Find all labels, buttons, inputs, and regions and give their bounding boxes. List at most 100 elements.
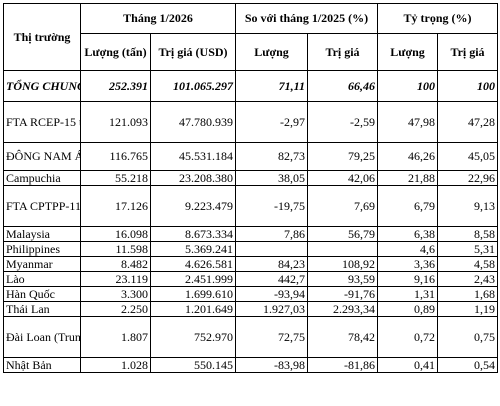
value-cell: 1.201.649 (150, 301, 236, 317)
vol-change-cell: -2,97 (235, 101, 308, 143)
table-row: Philippines 11.598 5.369.241 4,6 5,31 (3, 241, 499, 257)
table-row: FTA CPTPP-11 thị trường 17.126 9.223.479… (3, 185, 499, 227)
table-row: Thái Lan 2.250 1.201.649 1.927,03 2.293,… (3, 301, 499, 317)
volume-cell: 23.119 (80, 271, 151, 287)
volume-cell: 16.098 (80, 226, 151, 242)
share-header: Tỷ trọng (%) (377, 3, 499, 34)
market-cell: Philippines (3, 241, 81, 257)
vol-share-cell: 46,26 (377, 142, 439, 171)
vol-share-cell: 0,72 (377, 316, 439, 358)
total-val-share: 100 (437, 70, 499, 102)
volume-cell: 8.482 (80, 256, 151, 272)
value-cell: 45.531.184 (150, 142, 236, 171)
vol-change-cell: 7,86 (235, 226, 308, 242)
vol-change-cell: -19,75 (235, 185, 308, 227)
val-share-cell: 2,43 (437, 271, 499, 287)
value-cell: 550.145 (150, 357, 236, 373)
vol-share-cell: 6,38 (377, 226, 439, 242)
val-change-cell: 108,92 (306, 256, 379, 272)
market-cell: FTA RCEP-15 thị trường (3, 101, 81, 143)
val-change-cell: 78,42 (306, 316, 379, 358)
table-row: FTA RCEP-15 thị trường 121.093 47.780.93… (3, 101, 499, 143)
total-vol-share: 100 (377, 70, 439, 102)
table-row: Đài Loan (Trung Quốc) 1.807 752.970 72,7… (3, 316, 499, 358)
value-cell: 5.369.241 (150, 241, 236, 257)
value-cell: 2.451.999 (150, 271, 236, 287)
total-val-change: 66,46 (306, 70, 379, 102)
table-row: ĐÔNG NAM Á 116.765 45.531.184 82,73 79,2… (3, 142, 499, 171)
value-cell: 47.780.939 (150, 101, 236, 143)
vol-change-cell (235, 241, 308, 257)
month-header: Tháng 1/2026 (80, 3, 236, 34)
header-row-top: Thị trường Tháng 1/2026 So với tháng 1/2… (3, 3, 499, 71)
compare-header: So với tháng 1/2025 (%) (234, 3, 379, 34)
table-row: Campuchia 55.218 23.208.380 38,05 42,06 … (3, 170, 499, 186)
val-change-cell: 2.293,34 (306, 301, 379, 317)
vol-share-cell: 1,31 (377, 286, 439, 302)
vol-change-cell: -93,94 (235, 286, 308, 302)
vol-share-cell: 6,79 (377, 185, 439, 227)
value-cell: 1.699.610 (150, 286, 236, 302)
table-row: Malaysia 16.098 8.673.334 7,86 56,79 6,3… (3, 226, 499, 242)
volume-cell: 1.807 (80, 316, 151, 358)
market-cell: Thái Lan (3, 301, 81, 317)
market-header: Thị trường (3, 3, 81, 71)
table-row: Myanmar 8.482 4.626.581 84,23 108,92 3,3… (3, 256, 499, 272)
total-row: TỔNG CHUNG 252.391 101.065.297 71,11 66,… (3, 70, 499, 102)
val-share-cell: 4,58 (437, 256, 499, 272)
vol-share-cell: 21,88 (377, 170, 439, 186)
value-header: Trị giá (USD) (150, 33, 236, 71)
val-share-cell: 1,19 (437, 301, 499, 317)
val-share-cell: 0,54 (437, 357, 499, 373)
vol-change-cell: 442,7 (235, 271, 308, 287)
vol-share-cell: 0,89 (377, 301, 439, 317)
market-cell: Hàn Quốc (3, 286, 81, 302)
val-share-cell: 22,96 (437, 170, 499, 186)
value-cell: 23.208.380 (150, 170, 236, 186)
total-volume: 252.391 (80, 70, 151, 102)
vol-share-cell: 9,16 (377, 271, 439, 287)
vol-change-cell: -83,98 (235, 357, 308, 373)
vol-share-cell: 4,6 (377, 241, 439, 257)
market-cell: FTA CPTPP-11 thị trường (3, 185, 81, 227)
val-change-cell (306, 241, 379, 257)
val-change-cell: 56,79 (306, 226, 379, 242)
volume-header: Lượng (tấn) (80, 33, 151, 71)
trade-table: Thị trường Tháng 1/2026 So với tháng 1/2… (3, 3, 499, 373)
vol-change-cell: 38,05 (235, 170, 308, 186)
vol-change-cell: 1.927,03 (235, 301, 308, 317)
volume-cell: 2.250 (80, 301, 151, 317)
value-cell: 752.970 (150, 316, 236, 358)
market-cell: Lào (3, 271, 81, 287)
vol-change-header: Lượng (235, 33, 308, 71)
value-cell: 8.673.334 (150, 226, 236, 242)
value-cell: 9.223.479 (150, 185, 236, 227)
volume-cell: 17.126 (80, 185, 151, 227)
volume-cell: 11.598 (80, 241, 151, 257)
val-share-cell: 9,13 (437, 185, 499, 227)
market-cell: Nhật Bản (3, 357, 81, 373)
header-row-sub: Lượng (tấn) Trị giá (USD) Lượng Trị giá … (4, 33, 499, 71)
val-share-cell: 5,31 (437, 241, 499, 257)
val-change-cell: -91,76 (306, 286, 379, 302)
market-cell: Malaysia (3, 226, 81, 242)
val-share-cell: 45,05 (437, 142, 499, 171)
table-row: Lào 23.119 2.451.999 442,7 93,59 9,16 2,… (3, 271, 499, 287)
volume-cell: 55.218 (80, 170, 151, 186)
vol-share-header: Lượng (377, 33, 439, 71)
val-change-cell: -2,59 (306, 101, 379, 143)
val-share-cell: 8,58 (437, 226, 499, 242)
market-cell: Myanmar (3, 256, 81, 272)
value-cell: 4.626.581 (150, 256, 236, 272)
volume-cell: 116.765 (80, 142, 151, 171)
val-change-cell: 42,06 (306, 170, 379, 186)
total-vol-change: 71,11 (235, 70, 308, 102)
market-cell: Campuchia (3, 170, 81, 186)
val-change-cell: 79,25 (306, 142, 379, 171)
val-change-header: Trị giá (306, 33, 379, 71)
val-share-cell: 0,75 (437, 316, 499, 358)
val-share-cell: 47,28 (437, 101, 499, 143)
volume-cell: 1.028 (80, 357, 151, 373)
vol-change-cell: 72,75 (235, 316, 308, 358)
